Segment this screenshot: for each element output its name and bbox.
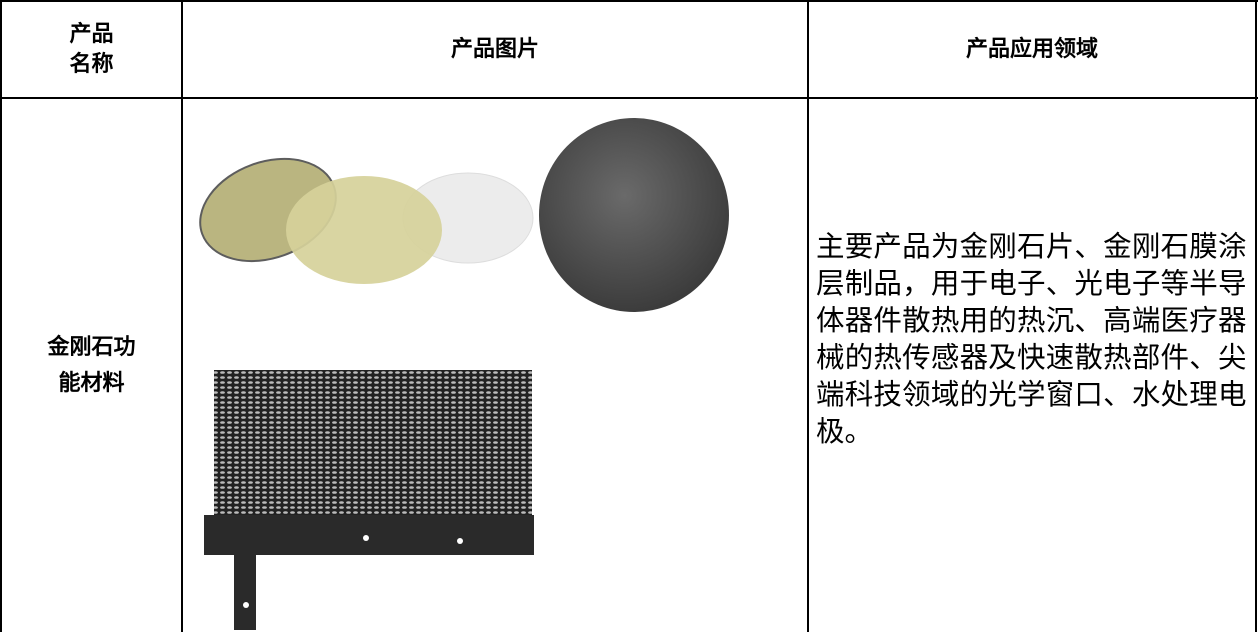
name-line: 金刚石功 (47, 334, 136, 360)
header-line: 产品 (69, 21, 114, 47)
column-border (0, 0, 2, 632)
column-border (1255, 0, 1257, 632)
name-line: 能材料 (58, 370, 125, 396)
header-cell: 产品图片 (450, 36, 539, 62)
row-border (0, 97, 1258, 99)
application-description: 主要产品为金刚石片、金刚石膜涂层制品，用于电子、光电子等半导体器件散热用的热沉、… (816, 230, 1247, 448)
table-border (0, 0, 1258, 2)
header-line: 名称 (69, 51, 114, 77)
product-image (199, 118, 729, 630)
column-border (807, 0, 809, 632)
header-cell: 产品 名称 (2, 2, 181, 97)
product-name: 金刚石功 能材料 (2, 99, 181, 632)
header-cell: 产品应用领域 (965, 36, 1098, 62)
column-border (181, 0, 183, 632)
